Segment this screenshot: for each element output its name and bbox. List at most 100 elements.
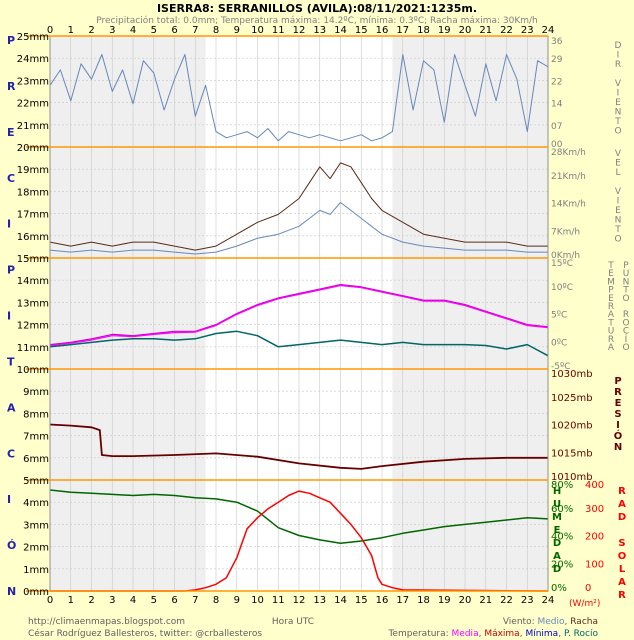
x-tick-bottom: 13	[313, 595, 326, 606]
left-tick: 13mm	[17, 298, 49, 309]
x-tick-top: 6	[171, 25, 177, 36]
x-tick-top: 18	[417, 25, 430, 36]
right-tick-radiation: 400	[585, 480, 604, 491]
left-tick: 8mm	[23, 409, 49, 420]
x-tick-bottom: 4	[130, 595, 136, 606]
left-tick: 12mm	[17, 321, 49, 332]
left-tick: 3mm	[23, 520, 49, 531]
left-letter: I	[7, 310, 11, 323]
legend-temp-maxima: Máxima	[484, 629, 519, 639]
x-tick-bottom: 12	[293, 595, 306, 606]
x-tick-top: 5	[151, 25, 157, 36]
x-tick-top: 23	[521, 25, 534, 36]
right-tick-wind-speed: 21Km/h	[551, 172, 586, 182]
x-tick-top: 20	[459, 25, 472, 36]
panel-frames	[26, 35, 549, 592]
right-tick-pressure: 1020mb	[551, 421, 593, 432]
x-tick-top: 9	[234, 25, 240, 36]
left-tick: 19mm	[17, 165, 49, 176]
right-tick-pressure: 1015mb	[551, 448, 593, 459]
right-tick-wind-speed: 7Km/h	[551, 227, 580, 237]
x-tick-top: 15	[355, 25, 368, 36]
x-tick-bottom: 2	[88, 595, 94, 606]
right-tick-pressure: 1010mb	[551, 472, 593, 483]
left-tick: 22mm	[17, 99, 49, 110]
x-tick-bottom: 11	[272, 595, 285, 606]
left-tick: 10mm	[17, 365, 49, 376]
night-shade	[50, 36, 206, 147]
night-shade	[392, 36, 548, 147]
left-letter: A	[7, 401, 16, 414]
right-tick-radiation: 300	[585, 504, 604, 515]
x-tick-bottom: 10	[251, 595, 264, 606]
x-tick-top: 24	[542, 25, 555, 36]
x-tick-top: 10	[251, 25, 264, 36]
legend-temp: Temperatura: Media, Máxima, Mínima, P. R…	[387, 629, 598, 639]
legend-temp-media: Media	[452, 629, 479, 639]
footer-author: César Rodríguez Ballesteros, twitter: @c…	[28, 628, 262, 639]
x-tick-bottom: 20	[459, 595, 472, 606]
left-tick: 23mm	[17, 76, 49, 87]
right-tick-wind-dir: 36	[551, 37, 563, 47]
right-tick-humidity: 0%	[551, 583, 567, 594]
right-tick-wind-dir: 22	[551, 77, 562, 87]
right-tick-wind-dir: 29	[551, 55, 563, 65]
series-presi-n	[49, 423, 548, 470]
right-tick-temperature: -5ºC	[551, 362, 571, 372]
right-tick-wind-speed: 0Km/h	[551, 251, 580, 261]
x-tick-top: 0	[47, 25, 53, 36]
x-tick-top: 8	[213, 25, 219, 36]
x-tick-bottom: 19	[438, 595, 451, 606]
left-letter: C	[7, 172, 15, 185]
legend-wind-prefix: Viento:	[503, 617, 538, 627]
right-tick-temperature: 15ºC	[551, 259, 573, 269]
series-humedad	[49, 489, 549, 545]
right-tick-radiation: 0	[585, 583, 591, 594]
legend-wind-medio: Medio	[537, 617, 565, 627]
x-tick-bottom: 16	[376, 595, 389, 606]
left-letter: I	[7, 218, 11, 231]
left-tick: 1mm	[23, 565, 49, 576]
legend-wind-racha: Racha	[570, 617, 598, 627]
left-tick: 0mm	[23, 587, 49, 598]
night-shade	[392, 258, 548, 369]
series-racha	[49, 162, 548, 251]
x-tick-top: 19	[438, 25, 451, 36]
legend-wind-sep: ,	[565, 617, 571, 627]
x-tick-bottom: 21	[479, 595, 492, 606]
right-tick-humidity: 80%	[551, 480, 573, 491]
series-m-xima	[49, 284, 549, 346]
x-tick-bottom: 7	[192, 595, 198, 606]
right-tick-humidity: 40%	[551, 532, 573, 543]
x-tick-bottom: 17	[396, 595, 409, 606]
x-tick-top: 16	[376, 25, 389, 36]
left-letter: Ó	[7, 539, 16, 552]
legend-wind: Viento: Medio, Racha	[503, 617, 598, 627]
x-tick-top: 12	[293, 25, 306, 36]
left-tick: 6mm	[23, 454, 49, 465]
left-tick: 24mm	[17, 54, 49, 65]
right-tick-temperature: 5ºC	[551, 311, 567, 321]
left-tick: 16mm	[17, 232, 49, 243]
footer-url: http://climaenmapas.blogspot.com	[28, 617, 185, 627]
right-tick-wind-dir: 07	[551, 122, 562, 132]
x-tick-top: 3	[109, 25, 115, 36]
left-tick: 18mm	[17, 187, 49, 198]
legend-temp-sep1: ,	[479, 629, 485, 639]
left-tick: 14mm	[17, 276, 49, 287]
x-tick-top: 14	[334, 25, 347, 36]
right-tick-wind-speed: 14Km/h	[551, 200, 586, 210]
right-tick-radiation: 100	[585, 559, 604, 570]
x-tick-bottom: 0	[47, 595, 53, 606]
right-tick-wind-dir: 00	[551, 140, 563, 150]
legend-temp-sep3: ,	[558, 629, 564, 639]
left-tick: 4mm	[23, 498, 49, 509]
left-tick: 21mm	[17, 121, 49, 132]
x-tick-bottom: 23	[521, 595, 534, 606]
x-tick-bottom: 5	[151, 595, 157, 606]
chart-subtitle: Precipitación total: 0.0mm; Temperatura …	[96, 15, 537, 26]
